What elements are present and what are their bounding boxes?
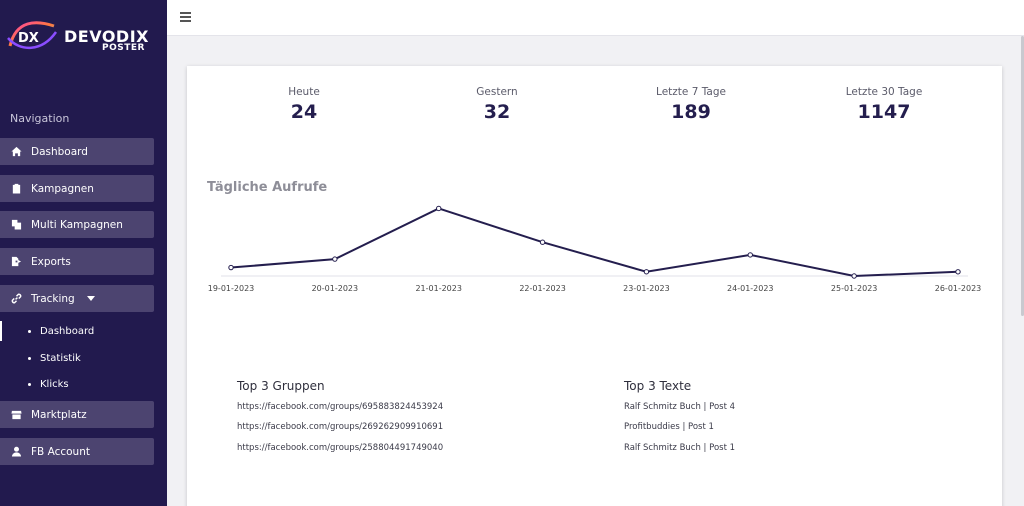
sidebar-item-kampagnen[interactable]: Kampagnen <box>0 175 154 202</box>
top-texts-title: Top 3 Texte <box>624 379 692 393</box>
sidebar-subitem-label: Statistik <box>40 352 81 364</box>
data-point[interactable] <box>539 239 546 245</box>
data-point[interactable] <box>228 264 234 271</box>
x-tick-label: 25-01-2023 <box>831 284 878 293</box>
data-point[interactable] <box>955 269 961 275</box>
data-point[interactable] <box>747 252 753 258</box>
daily-views-chart: 19-01-2023 20-01-2023 21-01-2023 22-01-2023… <box>208 205 982 293</box>
top-group-link[interactable]: https://facebook.com/groups/258804491749… <box>237 443 444 453</box>
home-icon <box>1 146 31 157</box>
top-group-link[interactable]: https://facebook.com/groups/695883824453… <box>237 402 444 412</box>
sidebar-item-multi-kampagnen[interactable]: Multi Kampagnen <box>0 211 154 238</box>
sidebar-item-label: Kampagnen <box>31 182 94 195</box>
x-tick-label: 26-01-2023 <box>935 284 982 293</box>
data-point[interactable] <box>332 256 338 262</box>
stat-value: 32 <box>483 101 511 123</box>
brand-name: DEVODIX <box>64 27 149 46</box>
dashboard-card: Heute 24 Gestern 32 Letzte 7 Tage 189 Le… <box>187 66 1002 506</box>
bullet-icon <box>28 356 31 360</box>
stat-value: 1147 <box>857 101 911 123</box>
topbar <box>167 0 1024 36</box>
sidebar-item-exports[interactable]: Exports <box>0 248 154 275</box>
stat-value: 24 <box>290 101 318 123</box>
sidebar-item-tracking[interactable]: Tracking <box>0 285 154 312</box>
top-group-link[interactable]: https://facebook.com/groups/269262909910… <box>237 422 444 432</box>
sidebar-subitem-klicks[interactable]: Klicks <box>0 374 167 394</box>
stat-gestern: Gestern 32 <box>417 86 577 123</box>
copy-icon <box>1 219 31 230</box>
data-point[interactable] <box>643 269 650 275</box>
sidebar-item-label: Multi Kampagnen <box>31 218 123 231</box>
top-text-item: Ralf Schmitz Buch | Post 1 <box>624 443 736 453</box>
x-tick-label: 22-01-2023 <box>519 284 566 293</box>
logo-mark-text: DX <box>18 31 39 46</box>
stat-label: Heute <box>288 86 320 98</box>
bullet-icon <box>28 382 31 386</box>
brand-logo[interactable]: DX DEVODIX POSTER <box>0 0 167 60</box>
link-icon <box>1 293 31 304</box>
x-tick-label: 19-01-2023 <box>208 284 255 293</box>
sidebar-subitem-label: Dashboard <box>40 325 95 337</box>
top-text-item: Profitbuddies | Post 1 <box>624 422 714 432</box>
sidebar-item-label: FB Account <box>31 445 90 458</box>
sidebar-item-label: Dashboard <box>31 145 88 158</box>
sidebar-subitem-label: Klicks <box>40 378 69 390</box>
chart-title: Tägliche Aufrufe <box>207 180 328 195</box>
stat-label: Letzte 30 Tage <box>845 86 923 98</box>
stat-value: 189 <box>671 101 711 123</box>
sidebar-item-label: Tracking <box>31 292 75 305</box>
sidebar-item-marktplatz[interactable]: Marktplatz <box>0 401 154 428</box>
stat-label: Gestern <box>476 86 518 98</box>
stat-heute: Heute 24 <box>224 86 384 123</box>
top-groups-title: Top 3 Gruppen <box>237 379 325 393</box>
series-line <box>230 207 959 278</box>
stat-letzte-30-tage: Letzte 30 Tage 1147 <box>804 86 964 123</box>
data-point[interactable] <box>436 205 442 212</box>
file-export-icon <box>1 256 31 267</box>
logo-mark-icon: DX <box>7 21 58 50</box>
sidebar: DX DEVODIX POSTER Navigation Dashboard K… <box>0 0 167 506</box>
sidebar-subitem-dashboard[interactable]: Dashboard <box>0 321 167 341</box>
stat-label: Letzte 7 Tage <box>656 86 726 98</box>
x-tick-label: 21-01-2023 <box>415 284 462 293</box>
sidebar-subitem-statistik[interactable]: Statistik <box>0 348 167 368</box>
x-tick-label: 23-01-2023 <box>623 284 670 293</box>
nav-section-label: Navigation <box>10 112 70 125</box>
top-text-item: Ralf Schmitz Buch | Post 4 <box>624 402 736 412</box>
sidebar-item-label: Exports <box>31 255 71 268</box>
data-point[interactable] <box>851 273 857 279</box>
x-tick-label: 24-01-2023 <box>727 284 774 293</box>
scrollbar-thumb[interactable] <box>1021 36 1024 316</box>
menu-icon[interactable] <box>180 12 191 22</box>
brand-sub: POSTER <box>102 43 145 53</box>
sidebar-item-dashboard[interactable]: Dashboard <box>0 138 154 165</box>
x-tick-label: 20-01-2023 <box>312 284 359 293</box>
sidebar-item-fb-account[interactable]: FB Account <box>0 438 154 465</box>
store-icon <box>1 409 31 420</box>
clipboard-icon <box>1 183 31 194</box>
stat-letzte-7-tage: Letzte 7 Tage 189 <box>611 86 771 123</box>
chevron-down-icon <box>86 296 95 301</box>
sidebar-item-label: Marktplatz <box>31 408 87 421</box>
bullet-icon <box>28 329 31 333</box>
user-icon <box>1 446 31 457</box>
